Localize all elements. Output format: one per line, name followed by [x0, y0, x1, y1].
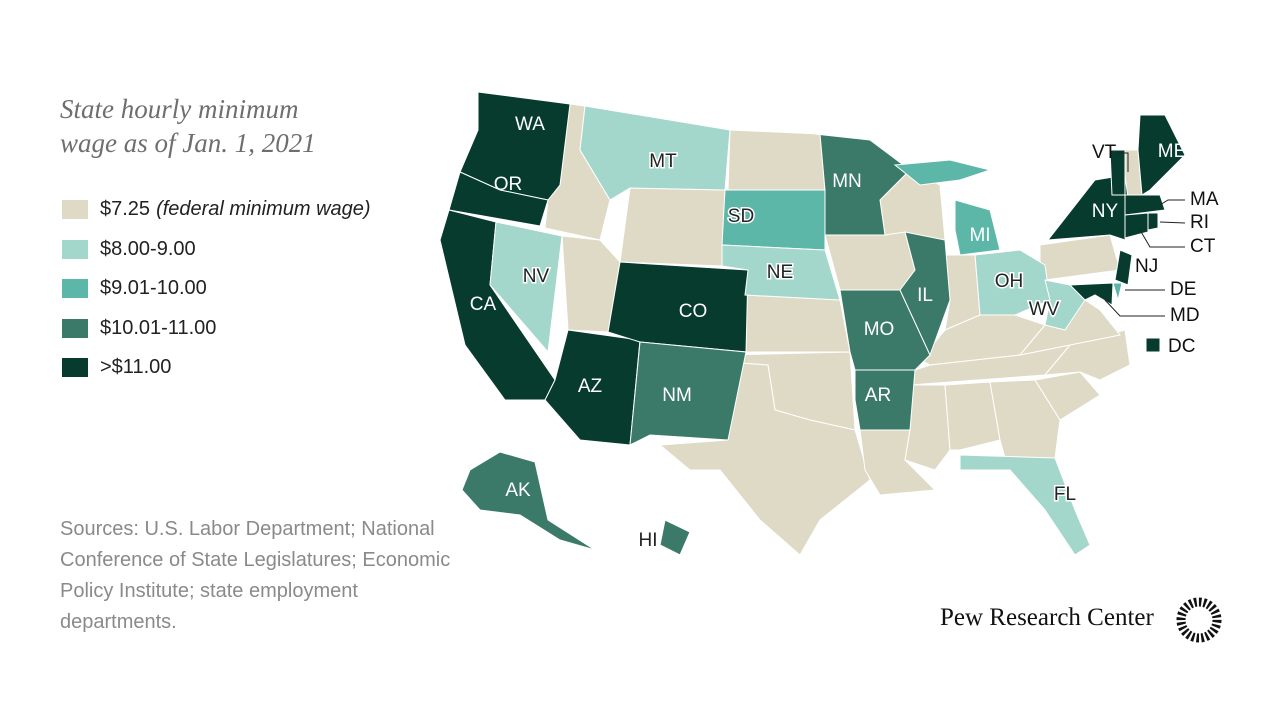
state: [579, 105, 731, 201]
legend-swatch: [62, 318, 88, 338]
state-label: HI: [639, 530, 658, 551]
state: [824, 231, 916, 291]
state: [629, 341, 747, 446]
state-label: NM: [662, 385, 692, 406]
state-label: MD: [1170, 305, 1200, 326]
state: [744, 294, 851, 353]
legend-label: $7.25: [100, 198, 151, 221]
state-label: DC: [1168, 336, 1195, 357]
state-label: AZ: [578, 376, 603, 397]
state-label: NY: [1092, 201, 1119, 222]
state: [1147, 212, 1159, 231]
state-label: NV: [523, 266, 550, 287]
title: State hourly minimum wage as of Jan. 1, …: [60, 94, 316, 158]
legend-swatch: [62, 358, 88, 378]
state: [899, 231, 951, 357]
state: [814, 133, 911, 236]
states: [439, 91, 1186, 556]
leader: [1118, 152, 1129, 172]
state: [448, 171, 549, 227]
state: [619, 187, 726, 267]
legend: $7.25 (federal minimum wage) $8.00-9.00 $9.…: [62, 190, 371, 388]
state: [1114, 249, 1133, 286]
logo: [1176, 597, 1222, 643]
brand: Pew Research Center: [940, 604, 1154, 631]
state-label: MO: [864, 319, 895, 340]
state: [1145, 337, 1161, 353]
legend-item: >$11.00: [62, 348, 371, 388]
state-label: WA: [515, 114, 545, 135]
state: [854, 369, 916, 431]
state-label: DE: [1170, 279, 1196, 300]
state: [959, 454, 1091, 556]
state-label: MT: [649, 151, 677, 172]
state: [1124, 212, 1149, 239]
state: [727, 129, 826, 191]
state: [1034, 371, 1101, 421]
state: [659, 519, 691, 556]
state-label: OR: [494, 174, 523, 195]
state: [944, 381, 1001, 451]
leader: [1139, 229, 1185, 248]
state: [1124, 194, 1166, 216]
legend-swatch: [62, 279, 88, 299]
state-label: CA: [470, 294, 497, 315]
other-states: [544, 103, 1143, 556]
state-label: AK: [505, 480, 531, 501]
state-label: VT: [1092, 142, 1117, 163]
state-label: NE: [767, 262, 793, 283]
legend-item: $8.00-9.00: [62, 230, 371, 270]
legend-item: $7.25 (federal minimum wage): [62, 190, 371, 230]
state: [1039, 234, 1121, 281]
state-label: MN: [832, 171, 862, 192]
state-label: ME: [1158, 141, 1187, 162]
state-label: WV: [1029, 299, 1060, 320]
state: [954, 199, 1001, 256]
state-label: OH: [995, 271, 1024, 292]
legend-label: >$11.00: [100, 356, 172, 379]
legend-item: $10.01-11.00: [62, 309, 371, 349]
state: [893, 159, 992, 186]
leader-lines: [1104, 152, 1186, 317]
state: [489, 221, 563, 354]
state-label: AR: [865, 385, 891, 406]
state-label: MI: [969, 225, 990, 246]
state: [1112, 282, 1123, 302]
leader: [1159, 221, 1186, 224]
state-label: CO: [679, 301, 708, 322]
legend-label: $9.01-10.00: [100, 277, 207, 300]
state: [1137, 114, 1186, 196]
leader: [1104, 299, 1165, 317]
legend-label: $8.00-9.00: [100, 237, 196, 260]
leader: [1159, 199, 1185, 206]
legend-swatch: [62, 200, 88, 220]
legend-swatch: [62, 239, 88, 259]
state-label: MA: [1190, 189, 1219, 210]
state-label: FL: [1054, 484, 1076, 505]
source-note: Sources: U.S. Labor Department; National…: [60, 518, 451, 633]
state-label: RI: [1190, 212, 1209, 233]
state: [658, 361, 871, 556]
state-label: SD: [728, 206, 754, 227]
legend-note: (federal minimum wage): [156, 198, 371, 221]
state-label: IL: [917, 285, 933, 306]
legend-label: $10.01-11.00: [100, 316, 217, 339]
state: [721, 244, 841, 301]
state: [461, 451, 596, 551]
legend-item: $9.01-10.00: [62, 269, 371, 309]
state: [1068, 282, 1114, 306]
state-label: NJ: [1135, 256, 1158, 277]
state-label: CT: [1190, 236, 1216, 257]
